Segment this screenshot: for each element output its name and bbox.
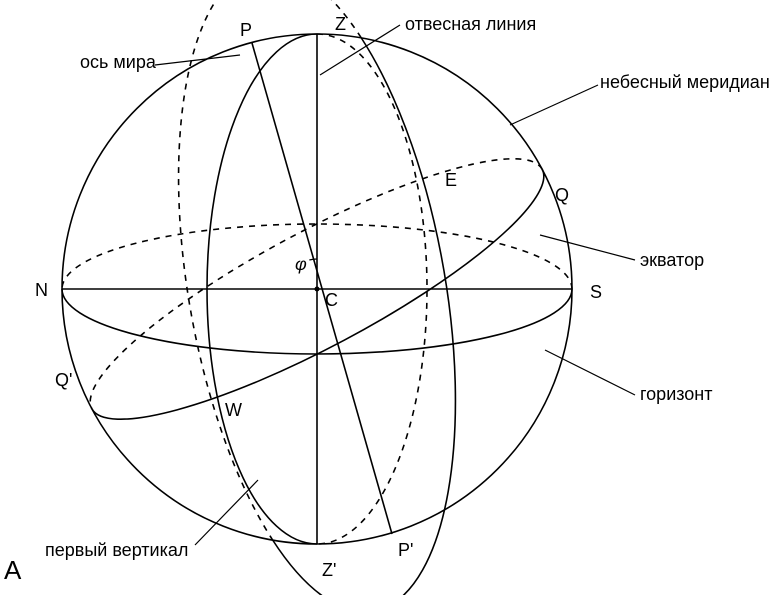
label-P: P	[240, 20, 252, 41]
label-phi: φ	[295, 254, 307, 275]
label-figure-A: A	[4, 555, 21, 586]
label-prime-vert: первый вертикал	[45, 540, 188, 561]
label-W: W	[225, 400, 242, 421]
label-Qp: Q'	[55, 370, 72, 391]
label-horizon: горизонт	[640, 384, 713, 405]
label-Zp: Z'	[322, 560, 336, 581]
label-Z: Z	[335, 14, 346, 35]
label-N: N	[35, 280, 48, 301]
label-C: C	[325, 290, 338, 311]
label-axis-world: ось мира	[80, 52, 156, 73]
label-equator: экватор	[640, 250, 704, 271]
label-plumb-line: отвесная линия	[405, 14, 536, 35]
label-Pp: P'	[398, 540, 413, 561]
label-Q: Q	[555, 185, 569, 206]
label-S: S	[590, 282, 602, 303]
label-meridian: небесный меридиан	[600, 72, 770, 93]
label-E: E	[445, 170, 457, 191]
